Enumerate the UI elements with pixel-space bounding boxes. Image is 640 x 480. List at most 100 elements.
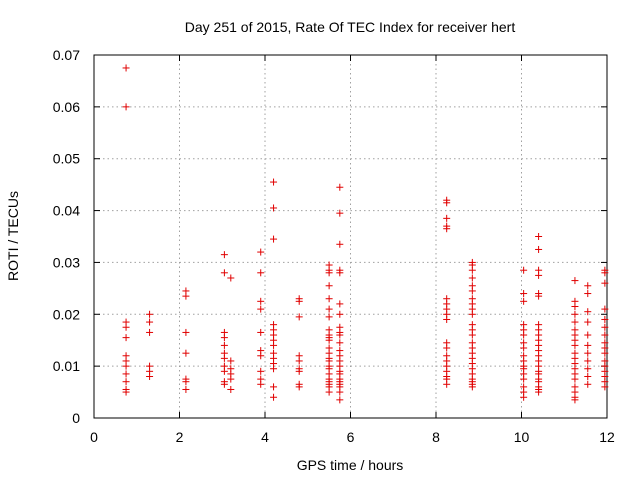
data-point (122, 362, 130, 370)
data-point (325, 295, 333, 303)
x-axis-title: GPS time / hours (297, 457, 404, 473)
data-point (584, 331, 592, 339)
data-point (535, 245, 543, 253)
data-point (520, 297, 528, 305)
y-tick-label: 0.03 (53, 254, 80, 270)
data-point (601, 305, 609, 313)
data-point (535, 292, 543, 300)
data-point (220, 354, 228, 362)
data-point (336, 300, 344, 308)
data-point (295, 297, 303, 305)
data-point (270, 235, 278, 243)
data-point (220, 341, 228, 349)
data-point (468, 266, 476, 274)
y-tick-label: 0.02 (53, 306, 80, 322)
x-tick-label: 12 (599, 429, 615, 445)
data-point (325, 282, 333, 290)
y-tick-label: 0.07 (53, 47, 80, 63)
data-point (270, 393, 278, 401)
data-point (336, 310, 344, 318)
data-point (270, 204, 278, 212)
data-point (443, 315, 451, 323)
x-tick-labels: 0 2 4 6 8 10 12 (90, 429, 615, 445)
data-point (336, 388, 344, 396)
data-point (270, 341, 278, 349)
data-point (146, 373, 154, 381)
x-tick-label: 10 (514, 429, 530, 445)
data-point (122, 378, 130, 386)
x-tick-label: 6 (347, 429, 355, 445)
data-point (584, 341, 592, 349)
data-point (601, 269, 609, 277)
y-tick-labels: 0 0.01 0.02 0.03 0.04 0.05 0.06 0.07 (53, 47, 80, 426)
data-point (584, 349, 592, 357)
data-point (257, 269, 265, 277)
y-tick-label: 0 (72, 410, 80, 426)
data-point (295, 313, 303, 321)
data-point (336, 269, 344, 277)
data-point (520, 393, 528, 401)
data-point (257, 367, 265, 375)
data-point (571, 310, 579, 318)
y-tick-label: 0.06 (53, 99, 80, 115)
data-point (443, 380, 451, 388)
data-point (227, 357, 235, 365)
data-point (520, 266, 528, 274)
data-point (270, 383, 278, 391)
data-point (468, 331, 476, 339)
data-point (336, 396, 344, 404)
data-point (122, 388, 130, 396)
x-tick-label: 4 (261, 429, 269, 445)
data-point (468, 287, 476, 295)
data-point (571, 396, 579, 404)
data-point (584, 290, 592, 298)
data-point (325, 269, 333, 277)
data-point (468, 383, 476, 391)
x-tick-label: 2 (176, 429, 184, 445)
data-point (270, 365, 278, 373)
y-axis-title: ROTI / TECUs (5, 191, 21, 281)
data-point (146, 318, 154, 326)
data-point (182, 385, 190, 393)
data-point (336, 240, 344, 248)
data-point (325, 388, 333, 396)
data-point (325, 313, 333, 321)
data-point (468, 310, 476, 318)
data-point (257, 297, 265, 305)
data-point (535, 388, 543, 396)
data-points (122, 64, 609, 404)
data-point (520, 344, 528, 352)
data-point (257, 352, 265, 360)
data-point (535, 271, 543, 279)
data-point (257, 328, 265, 336)
data-point (220, 269, 228, 277)
data-point (257, 248, 265, 256)
data-point (220, 334, 228, 342)
data-point (227, 385, 235, 393)
data-point (227, 375, 235, 383)
data-point (443, 225, 451, 233)
data-point (520, 375, 528, 383)
data-point (443, 344, 451, 352)
data-point (227, 274, 235, 282)
y-tick-label: 0.04 (53, 203, 80, 219)
chart-title: Day 251 of 2015, Rate Of TEC Index for r… (185, 19, 516, 35)
x-tick-label: 0 (90, 429, 98, 445)
data-point (571, 277, 579, 285)
data-point (295, 383, 303, 391)
data-point (443, 214, 451, 222)
data-point (257, 305, 265, 313)
data-point (584, 318, 592, 326)
x-tick-label: 8 (432, 429, 440, 445)
data-point (571, 318, 579, 326)
data-point (601, 331, 609, 339)
data-point (295, 367, 303, 375)
data-point (584, 282, 592, 290)
data-point (571, 375, 579, 383)
axis-ticks (93, 54, 608, 419)
data-point (336, 331, 344, 339)
data-point (182, 349, 190, 357)
data-point (257, 380, 265, 388)
